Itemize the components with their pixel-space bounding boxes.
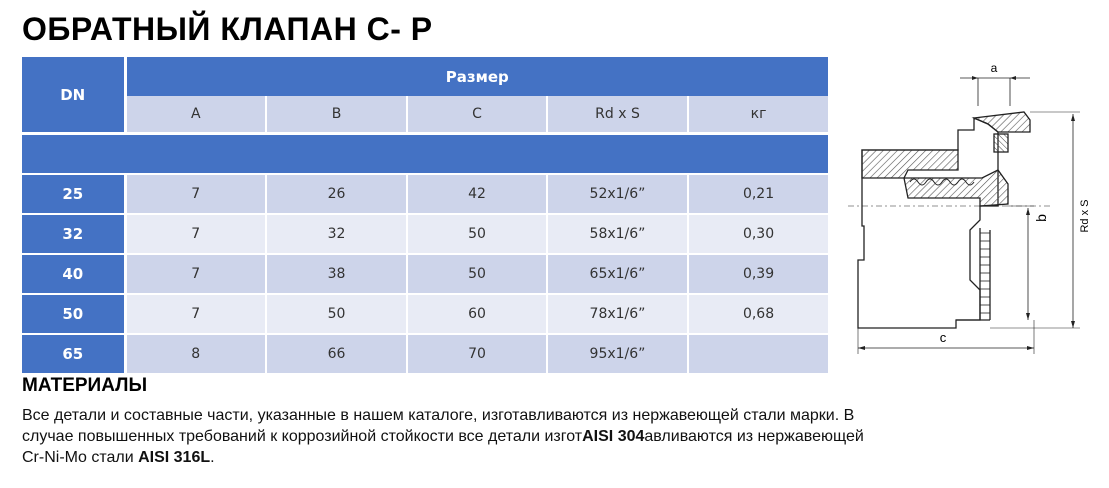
table-cell: 60 xyxy=(406,293,547,334)
table-cell: 38 xyxy=(265,253,407,294)
materials-line-3: Cr-Ni-Mo стали AISI 316L. xyxy=(22,447,1092,468)
table-cell: 50 xyxy=(406,253,547,294)
table-cell: 0,21 xyxy=(686,173,829,214)
spec-table: DN Размер A B C Rd x S кг 25 7 26 42 52x… xyxy=(22,57,829,373)
table-cell: 66 xyxy=(265,333,407,373)
table-row: 32 7 32 50 58x1/6” 0,30 xyxy=(22,213,829,254)
materials-line-2: случае повышенных требований к коррозийн… xyxy=(22,426,1092,447)
materials-grade-aisi-316l: AISI 316L xyxy=(138,449,211,466)
table-cell xyxy=(686,333,829,373)
table-cell: 50 xyxy=(406,213,547,254)
table-cell: 78x1/6” xyxy=(546,293,688,334)
table-row: 25 7 26 42 52x1/6” 0,21 xyxy=(22,173,829,214)
table-cell: 8 xyxy=(125,333,266,373)
valve-cross-section-drawing: a b Rd x S c xyxy=(848,61,1091,354)
dimension-label-b: b xyxy=(1033,214,1049,222)
dimension-label-a: a xyxy=(991,61,998,75)
table-cell: 7 xyxy=(125,213,266,254)
column-header-b: B xyxy=(265,96,407,134)
page-title: ОБРАТНЫЙ КЛАПАН C- P xyxy=(22,11,433,47)
table-subheader-row: A B C Rd x S кг xyxy=(22,96,829,134)
table-cell: 7 xyxy=(125,293,266,334)
table-row: 40 7 38 50 65x1/6” 0,39 xyxy=(22,253,829,294)
table-cell: 95x1/6” xyxy=(546,333,688,373)
materials-text-segment: случае повышенных требований к коррозийн… xyxy=(22,428,583,445)
dimension-label-c: c xyxy=(940,330,947,345)
table-cell: 7 xyxy=(125,173,266,214)
dn-cell: 40 xyxy=(22,253,127,294)
table-cell: 65x1/6” xyxy=(546,253,688,294)
column-header-a: A xyxy=(125,96,266,134)
table-cell: 32 xyxy=(265,213,407,254)
table-row: 50 7 50 60 78x1/6” 0,68 xyxy=(22,293,829,334)
table-row: 65 8 66 70 95x1/6” xyxy=(22,333,829,373)
materials-text-segment: . xyxy=(210,449,215,466)
table-cell: 0,39 xyxy=(686,253,829,294)
table-cell: 0,30 xyxy=(686,213,829,254)
dn-header: DN xyxy=(22,57,127,134)
dn-cell: 32 xyxy=(22,213,127,254)
table-band-cell xyxy=(22,132,829,174)
table-cell: 42 xyxy=(406,173,547,214)
column-header-kg: кг xyxy=(686,96,829,134)
materials-grade-aisi-304: AISI 304 xyxy=(582,428,645,445)
table-band xyxy=(22,132,829,174)
materials-line-1: Все детали и составные части, указанные … xyxy=(22,407,855,424)
table-cell: 58x1/6” xyxy=(546,213,688,254)
materials-text-segment: Cr-Ni-Mo стали xyxy=(22,449,139,466)
column-header-rd: Rd x S xyxy=(546,96,688,134)
size-header: Размер xyxy=(125,57,829,96)
dn-cell: 65 xyxy=(22,333,127,373)
dimension-label-rd: Rd x S xyxy=(1079,199,1091,232)
table-cell: 7 xyxy=(125,253,266,294)
table-cell: 52x1/6” xyxy=(546,173,688,214)
materials-text: Все детали и составные части, указанные … xyxy=(22,405,1092,468)
materials-title: МАТЕРИАЛЫ xyxy=(22,375,148,396)
table-cell: 50 xyxy=(265,293,407,334)
column-header-c: C xyxy=(406,96,547,134)
dn-cell: 25 xyxy=(22,173,127,214)
table-header-row: DN Размер xyxy=(22,57,829,134)
table-cell: 0,68 xyxy=(686,293,829,334)
dn-cell: 50 xyxy=(22,293,127,334)
table-cell: 26 xyxy=(265,173,407,214)
table-cell: 70 xyxy=(406,333,547,373)
materials-text-segment: авливаются из нержавеющей xyxy=(644,428,864,445)
